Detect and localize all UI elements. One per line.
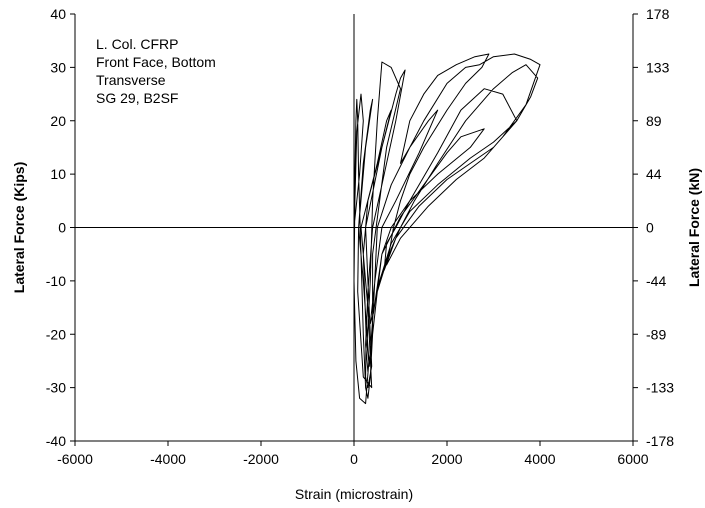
x-tick-label: 2000 (431, 451, 462, 467)
y-tick-label: 0 (58, 220, 66, 236)
x-tick-label: 0 (350, 451, 358, 467)
y-tick-label: 20 (50, 113, 66, 129)
x-tick-label: 4000 (524, 451, 555, 467)
tick-labels: -40 -30 -20 -10 0 10 20 30 40 -178 -133 -89 -44 0 44 89… (46, 6, 674, 467)
annotation-line: Front Face, Bottom (96, 54, 216, 70)
y2-tick-label: 89 (646, 113, 662, 129)
y-tick-label: 40 (50, 6, 66, 22)
y-tick-label: 30 (50, 59, 66, 75)
y-axis-label: Lateral Force (Kips) (11, 162, 27, 293)
y-tick-label: -10 (46, 273, 66, 289)
axis-titles: Strain (microstrain) Lateral Force (Kips… (11, 162, 702, 502)
annotation-line: Transverse (96, 72, 166, 88)
annotation-line: L. Col. CFRP (96, 36, 178, 52)
x-tick-label: -6000 (57, 451, 93, 467)
y-tick-label: -30 (46, 380, 66, 396)
x-tick-label: -2000 (243, 451, 279, 467)
y2-tick-label: -178 (646, 433, 674, 449)
y2-tick-label: 44 (646, 166, 662, 182)
y-tick-label: 10 (50, 166, 66, 182)
y2-tick-label: -133 (646, 380, 674, 396)
x-tick-label: -4000 (150, 451, 186, 467)
y2-tick-label: -44 (646, 273, 666, 289)
annotation-line: SG 29, B2SF (96, 90, 178, 106)
y2-tick-label: 0 (646, 220, 654, 236)
annotation: L. Col. CFRP Front Face, Bottom Transver… (96, 36, 216, 106)
y-tick-label: -20 (46, 326, 66, 342)
y2-tick-label: 178 (646, 6, 670, 22)
y-tick-label: -40 (46, 433, 66, 449)
y2-axis-label: Lateral Force (kN) (686, 168, 702, 287)
y2-tick-label: -89 (646, 326, 666, 342)
y2-tick-label: 133 (646, 59, 670, 75)
series-line (353, 53, 541, 405)
x-tick-label: 6000 (617, 451, 648, 467)
x-axis-label: Strain (microstrain) (295, 486, 413, 502)
series-group (353, 53, 541, 405)
